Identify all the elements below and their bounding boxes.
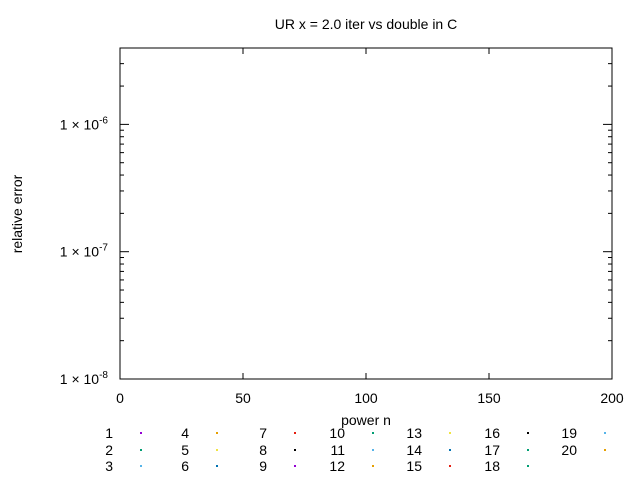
x-tick-label: 100 — [354, 390, 378, 406]
y-tick-label: 1 × 10-7 — [60, 243, 109, 260]
legend-marker — [140, 465, 142, 467]
legend-marker — [449, 449, 451, 451]
legend-label: 17 — [484, 442, 500, 458]
legend-label: 10 — [329, 425, 345, 441]
plot-frame — [119, 47, 613, 380]
x-tick-label: 200 — [600, 390, 624, 406]
legend-label: 3 — [105, 458, 113, 474]
x-axis: 0 50 100 150 200 — [116, 48, 624, 406]
legend-label: 5 — [181, 442, 189, 458]
legend-label: 20 — [561, 442, 577, 458]
legend-marker — [449, 465, 451, 467]
y-axis-label: relative error — [9, 174, 25, 253]
legend-label: 13 — [406, 425, 422, 441]
chart-title: UR x = 2.0 iter vs double in C — [275, 16, 457, 32]
legend-marker — [216, 465, 218, 467]
legend-marker — [294, 432, 296, 434]
legend-marker — [372, 465, 374, 467]
legend-marker — [216, 432, 218, 434]
legend-marker — [604, 449, 606, 451]
x-tick-label: 150 — [477, 390, 501, 406]
legend-marker — [140, 449, 142, 451]
legend-marker — [294, 449, 296, 451]
legend-label: 12 — [329, 458, 345, 474]
x-tick-label: 0 — [116, 390, 124, 406]
y-tick-label: 1 × 10-6 — [60, 115, 109, 132]
legend-label: 18 — [484, 458, 500, 474]
legend-label: 9 — [259, 458, 267, 474]
legend-marker — [527, 449, 529, 451]
legend-label: 4 — [181, 425, 189, 441]
legend-label: 7 — [259, 425, 267, 441]
legend-label: 1 — [105, 425, 113, 441]
legend-marker — [140, 432, 142, 434]
legend-label: 14 — [406, 442, 422, 458]
legend-label: 19 — [561, 425, 577, 441]
legend-label: 2 — [105, 442, 113, 458]
legend-marker — [604, 432, 606, 434]
legend-marker — [216, 449, 218, 451]
legend-label: 15 — [406, 458, 422, 474]
legend-label: 8 — [259, 442, 267, 458]
legend-marker — [294, 465, 296, 467]
legend-label: 11 — [330, 442, 345, 458]
legend-marker — [449, 432, 451, 434]
legend-marker — [527, 432, 529, 434]
x-axis-label: power n — [341, 412, 391, 428]
legend-marker — [372, 449, 374, 451]
y-tick-label: 1 × 10-8 — [60, 370, 109, 387]
legend-marker — [372, 432, 374, 434]
legend-marker — [527, 465, 529, 467]
y-axis: 1 × 10-6 1 × 10-7 1 × 10-8 — [60, 63, 612, 387]
legend-label: 16 — [484, 425, 500, 441]
x-tick-label: 50 — [235, 390, 251, 406]
legend-label: 6 — [181, 458, 189, 474]
